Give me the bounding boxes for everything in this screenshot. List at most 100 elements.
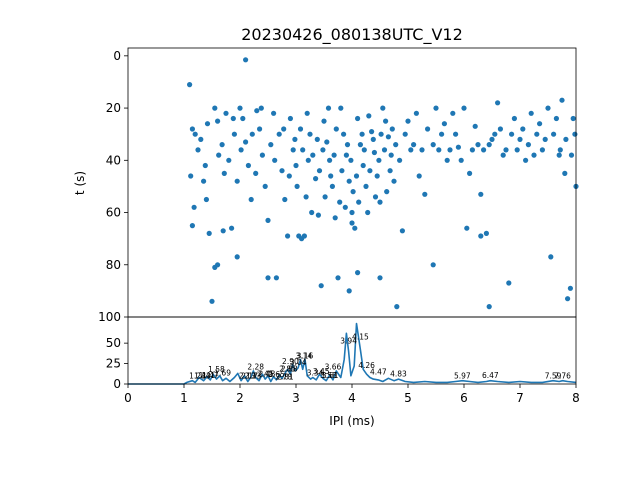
scatter-point — [363, 183, 369, 189]
scatter-point — [489, 136, 495, 142]
peak-label: 1.58 — [208, 365, 225, 374]
scatter-point — [572, 131, 578, 137]
y-tick-label: 100 — [98, 310, 121, 324]
scatter-point — [253, 170, 259, 176]
scatter-point — [525, 142, 532, 148]
scatter-point — [370, 136, 376, 142]
scatter-point — [195, 147, 201, 153]
scatter-point — [520, 126, 526, 132]
scatter-point — [209, 298, 215, 304]
scatter-point — [537, 121, 543, 127]
scatter-point — [472, 123, 478, 129]
scatter-point — [212, 105, 218, 111]
scatter-point — [444, 157, 450, 163]
scatter-point — [324, 139, 330, 145]
peak-label: 2.45 — [257, 369, 274, 378]
scatter-point — [568, 152, 575, 158]
peak-label: 2.78 — [275, 373, 292, 382]
scatter-point — [562, 170, 568, 176]
scatter-point — [495, 100, 501, 106]
scatter-point — [234, 254, 240, 260]
scatter-point — [271, 110, 277, 116]
scatter-point — [204, 121, 211, 127]
scatter-point — [322, 194, 328, 200]
scatter-point — [286, 173, 292, 179]
scatter-point — [287, 115, 293, 122]
scatter-point — [422, 191, 428, 197]
peak-label: 2.81 — [277, 373, 294, 382]
scatter-point — [268, 142, 274, 148]
scatter-point — [425, 126, 431, 132]
peak-label: 3.94 — [340, 337, 357, 346]
scatter-point — [238, 147, 244, 153]
histogram-axes: 1.241.331.411.471.581.69 2.132.172.232.28… — [106, 316, 580, 405]
scatter-point — [394, 304, 400, 310]
scatter-point — [478, 233, 484, 239]
scatter-point — [273, 275, 279, 281]
scatter-point — [285, 233, 291, 239]
scatter-point — [356, 199, 362, 205]
peak-label: 2.90 — [282, 357, 299, 366]
scatter-point — [361, 147, 367, 153]
peak-label: 7.76 — [554, 372, 571, 381]
scatter-point — [481, 147, 487, 153]
peak-label: 2.28 — [247, 363, 264, 372]
peak-label: 4.47 — [370, 368, 387, 377]
peak-label: 2.85 — [279, 364, 296, 373]
scatter-point — [220, 228, 226, 234]
scatter-point — [215, 118, 221, 124]
peak-label: 3.66 — [325, 363, 342, 372]
scatter-point — [503, 147, 509, 153]
scatter-point — [304, 110, 310, 116]
scatter-axes: 0 20 40 60 80 100 — [98, 47, 579, 324]
scatter-point — [517, 136, 523, 142]
peak-label: 3.04 — [290, 358, 307, 367]
scatter-point — [219, 142, 225, 148]
scatter-point — [240, 115, 246, 122]
scatter-point — [436, 147, 442, 153]
scatter-point — [528, 110, 534, 116]
peak-label: 3.45 — [313, 367, 330, 376]
scatter-point — [551, 131, 557, 137]
y-tick-label: 40 — [106, 153, 121, 167]
scatter-point — [430, 142, 436, 148]
y-tick-label: 0 — [113, 49, 121, 63]
scatter-point — [355, 270, 361, 276]
scatter-point — [310, 152, 316, 158]
x-tick-label: 7 — [516, 391, 524, 405]
scatter-point — [335, 275, 341, 281]
scatter-point — [202, 162, 208, 169]
histogram-line — [128, 322, 577, 385]
peak-label: 3.34 — [307, 368, 324, 377]
scatter-point — [282, 196, 288, 203]
scatter-point — [559, 97, 565, 103]
scatter-point — [346, 288, 352, 294]
scatter-point — [191, 204, 197, 210]
scatter-point — [570, 115, 576, 122]
scatter-point — [557, 147, 563, 153]
x-tick-label: 2 — [236, 391, 244, 405]
scatter-point — [281, 126, 287, 132]
scatter-point — [293, 162, 299, 169]
peak-label: 1.41 — [199, 371, 216, 380]
scatter-point — [262, 183, 268, 189]
peak-label: 2.23 — [245, 372, 262, 381]
peak-label: 2.88 — [281, 364, 298, 373]
scatter-point — [475, 142, 481, 148]
scatter-point — [338, 105, 344, 111]
scatter-point — [337, 199, 343, 205]
scatter-point — [365, 209, 371, 216]
scatter-point — [393, 142, 399, 148]
peak-label: 3.58 — [320, 371, 337, 380]
scatter-point — [469, 147, 475, 153]
scatter-point — [243, 139, 249, 145]
scatter-point — [439, 131, 445, 137]
scatter-point — [548, 254, 554, 260]
scatter-point — [276, 131, 282, 137]
x-tick-label: 3 — [292, 391, 300, 405]
scatter-point — [265, 217, 271, 223]
scatter-point — [366, 113, 372, 119]
scatter-point — [387, 168, 393, 174]
scatter-point — [385, 134, 391, 140]
scatter-point — [367, 168, 373, 174]
